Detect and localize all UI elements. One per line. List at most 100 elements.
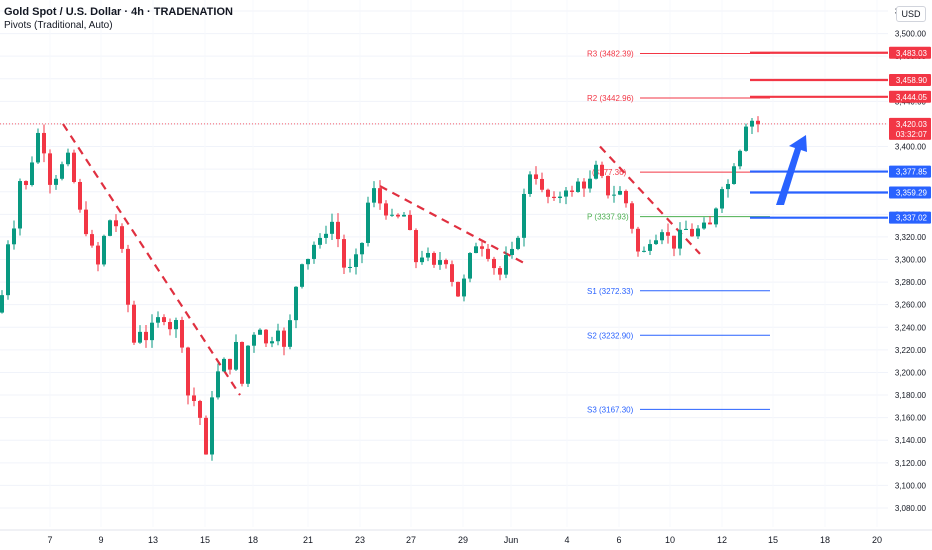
- candle-body: [618, 190, 622, 195]
- candle-body: [546, 189, 550, 197]
- candle-body: [222, 358, 226, 372]
- candle-body: [288, 320, 292, 347]
- candle-body: [336, 221, 340, 240]
- countdown-label: 03:32:07: [896, 130, 928, 139]
- candle-body: [60, 164, 64, 179]
- pivot-label: P (3337.93): [587, 213, 629, 222]
- y-tick-label: 3,140.00: [895, 436, 927, 445]
- price-tag-label: 3,337.02: [896, 214, 928, 223]
- candle-body: [120, 226, 124, 249]
- price-tags: 3,483.03 3,458.90 3,444.05 3,377.85 3,359.29…: [889, 46, 931, 224]
- candle-body: [468, 253, 472, 279]
- candle-body: [540, 178, 544, 190]
- price-tag: [889, 165, 931, 178]
- up-arrow-icon: [776, 135, 807, 205]
- candle-body: [756, 120, 760, 125]
- candle-body: [78, 181, 82, 210]
- candle-body: [342, 239, 346, 268]
- grid-lines: [0, 10, 888, 509]
- y-tick-label: 3,200.00: [895, 368, 927, 377]
- candle-body: [156, 317, 160, 323]
- candle-body: [690, 228, 694, 237]
- candle-body: [36, 132, 40, 163]
- candle-body: [648, 244, 652, 251]
- candle-body: [600, 164, 604, 176]
- candle-body: [582, 181, 586, 189]
- candle-body: [252, 334, 256, 346]
- currency-button[interactable]: USD: [896, 6, 926, 22]
- y-tick-label: 3,500.00: [895, 30, 927, 39]
- x-tick-label: 13: [148, 535, 158, 545]
- candle-body: [360, 242, 364, 255]
- candle-body: [726, 183, 730, 190]
- x-tick-label: 6: [616, 535, 621, 545]
- price-tag-label: 3,458.90: [896, 76, 928, 85]
- candle-body: [12, 228, 16, 245]
- candle-body: [42, 132, 46, 154]
- candle-body: [708, 222, 712, 225]
- candle-body: [84, 209, 88, 235]
- candle-body: [390, 214, 394, 216]
- candle-body: [276, 330, 280, 342]
- candle-body: [210, 397, 214, 455]
- candle-body: [558, 196, 562, 199]
- candle-body: [48, 153, 52, 185]
- candle-body: [744, 126, 748, 151]
- candle-body: [132, 304, 136, 343]
- candle-body: [108, 220, 112, 236]
- indicator-label[interactable]: Pivots (Traditional, Auto): [4, 20, 113, 31]
- candle-body: [6, 244, 10, 296]
- candle-body: [294, 286, 298, 321]
- trend-line: [62, 123, 241, 396]
- x-tick-label: 18: [248, 535, 258, 545]
- price-tag-label: 3,377.85: [896, 168, 928, 177]
- price-tag: [889, 74, 931, 87]
- candle-body: [102, 235, 106, 265]
- candle-body: [198, 400, 202, 418]
- candle-body: [450, 264, 454, 282]
- time-axis[interactable]: 7 9 13 15 18 21 23 27 29 Jun 4 6 10 12 15 18 20: [0, 529, 932, 545]
- x-tick-label: 18: [820, 535, 830, 545]
- candle-body: [624, 190, 628, 204]
- price-tag: [889, 46, 931, 59]
- candle-body: [318, 237, 322, 245]
- candle-body: [264, 329, 268, 344]
- pivot-levels: R3 (3482.39) R2 (3442.96) (3377.36) P (3337…: [587, 49, 770, 414]
- y-tick-label: 3,260.00: [895, 301, 927, 310]
- candle-body: [186, 347, 190, 396]
- candle-body: [96, 245, 100, 265]
- candle-body: [306, 258, 310, 265]
- y-tick-label: 3,120.00: [895, 459, 927, 468]
- last-price-tag: [889, 117, 931, 140]
- symbol-title[interactable]: Gold Spot / U.S. Dollar · 4h · TRADENATI…: [4, 6, 233, 18]
- candle-body: [18, 181, 22, 229]
- candle-body: [522, 193, 526, 238]
- pivot-label: (3377.36): [592, 168, 627, 177]
- candles: [0, 116, 760, 461]
- candle-body: [174, 320, 178, 330]
- candle-body: [282, 330, 286, 347]
- candle-body: [348, 266, 352, 268]
- candle-body: [150, 322, 154, 341]
- candle-body: [366, 202, 370, 243]
- candle-body: [270, 341, 274, 344]
- candle-body: [162, 317, 166, 323]
- key-levels: [750, 51, 888, 219]
- forecast-arrow: [776, 135, 807, 205]
- pivot-label: R3 (3482.39): [587, 49, 634, 58]
- candle-body: [402, 214, 406, 217]
- candle-body: [684, 228, 688, 230]
- x-tick-label: 21: [303, 535, 313, 545]
- candle-body: [246, 345, 250, 384]
- candle-body: [72, 152, 76, 182]
- x-tick-label: 9: [98, 535, 103, 545]
- price-tag: [889, 211, 931, 224]
- candle-body: [420, 257, 424, 263]
- candle-body: [426, 252, 430, 258]
- x-tick-label: 23: [355, 535, 365, 545]
- candle-body: [126, 248, 130, 305]
- candle-body: [138, 331, 142, 343]
- candle-body: [654, 240, 658, 245]
- candle-body: [432, 252, 436, 265]
